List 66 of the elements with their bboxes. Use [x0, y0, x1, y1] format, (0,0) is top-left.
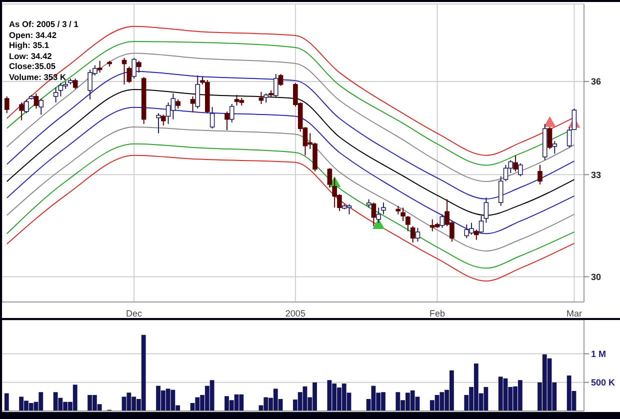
- candlestick: [415, 227, 420, 242]
- candlestick: [474, 229, 479, 240]
- candlestick: [24, 98, 29, 114]
- candlestick: [160, 114, 166, 126]
- candlestick: [327, 168, 332, 188]
- candlestick: [136, 60, 142, 74]
- x-tick-label: Feb: [430, 308, 446, 318]
- y-tick-label: 36: [591, 76, 602, 87]
- line-series: [6, 70, 575, 200]
- candlestick: [19, 102, 24, 121]
- candlestick: [406, 215, 410, 232]
- x-tick-label: Mar: [566, 308, 582, 318]
- y-tick-label: 500 K: [591, 378, 616, 388]
- candlestick: [258, 91, 264, 104]
- candlestick: [484, 197, 489, 224]
- line-series: [6, 143, 575, 269]
- candlestick: [498, 176, 504, 206]
- line-series: [6, 52, 575, 182]
- annotation: As Of: 2005 / 3 / 1: [9, 19, 78, 30]
- point: [372, 218, 385, 229]
- candlestick: [156, 112, 161, 134]
- candlestick: [552, 140, 558, 154]
- annotation: Close:35.05: [9, 61, 57, 72]
- candlestick: [38, 98, 44, 116]
- candlestick: [132, 57, 136, 79]
- candlestick: [53, 86, 58, 103]
- candlestick: [273, 74, 278, 98]
- candlestick: [538, 164, 542, 185]
- x-tick-label: Dec: [126, 308, 143, 318]
- line-series: [6, 126, 575, 252]
- candlestick: [224, 111, 230, 131]
- annotation: Low: 34.42: [9, 50, 53, 62]
- line-series: [6, 26, 575, 156]
- candlestick: [513, 154, 518, 172]
- y-tick-label: 1 M: [591, 348, 606, 359]
- annotation: High: 35.1: [9, 40, 50, 51]
- line-series: [6, 106, 575, 234]
- candlestick: [547, 126, 552, 150]
- candlestick: [400, 207, 406, 222]
- annotation: Open: 34.42: [9, 30, 58, 40]
- candlestick: [122, 57, 127, 85]
- candlestick: [210, 106, 215, 130]
- candlestick: [381, 202, 386, 215]
- candlestick: [126, 66, 132, 84]
- candlestick: [518, 162, 523, 177]
- candlestick: [264, 92, 268, 103]
- candlestick: [478, 215, 484, 234]
- candlestick: [410, 226, 416, 244]
- candlestick: [229, 104, 234, 123]
- point: [544, 116, 556, 127]
- candlestick: [72, 78, 78, 90]
- y-tick-label: 30: [591, 272, 602, 282]
- line-series: [6, 154, 575, 282]
- bar: [4, 393, 9, 411]
- candlestick: [190, 96, 196, 112]
- candlestick: [195, 75, 200, 110]
- x-tick-label: 2005: [285, 308, 306, 318]
- candlestick: [176, 98, 180, 110]
- candlestick: [278, 74, 284, 86]
- y-tick-label: 33: [591, 170, 602, 180]
- candlestick: [371, 202, 376, 227]
- candlestick: [376, 207, 381, 224]
- candlestick: [97, 60, 102, 74]
- candlestick: [4, 96, 10, 114]
- candlestick: [34, 92, 39, 110]
- candlestick: [440, 214, 445, 228]
